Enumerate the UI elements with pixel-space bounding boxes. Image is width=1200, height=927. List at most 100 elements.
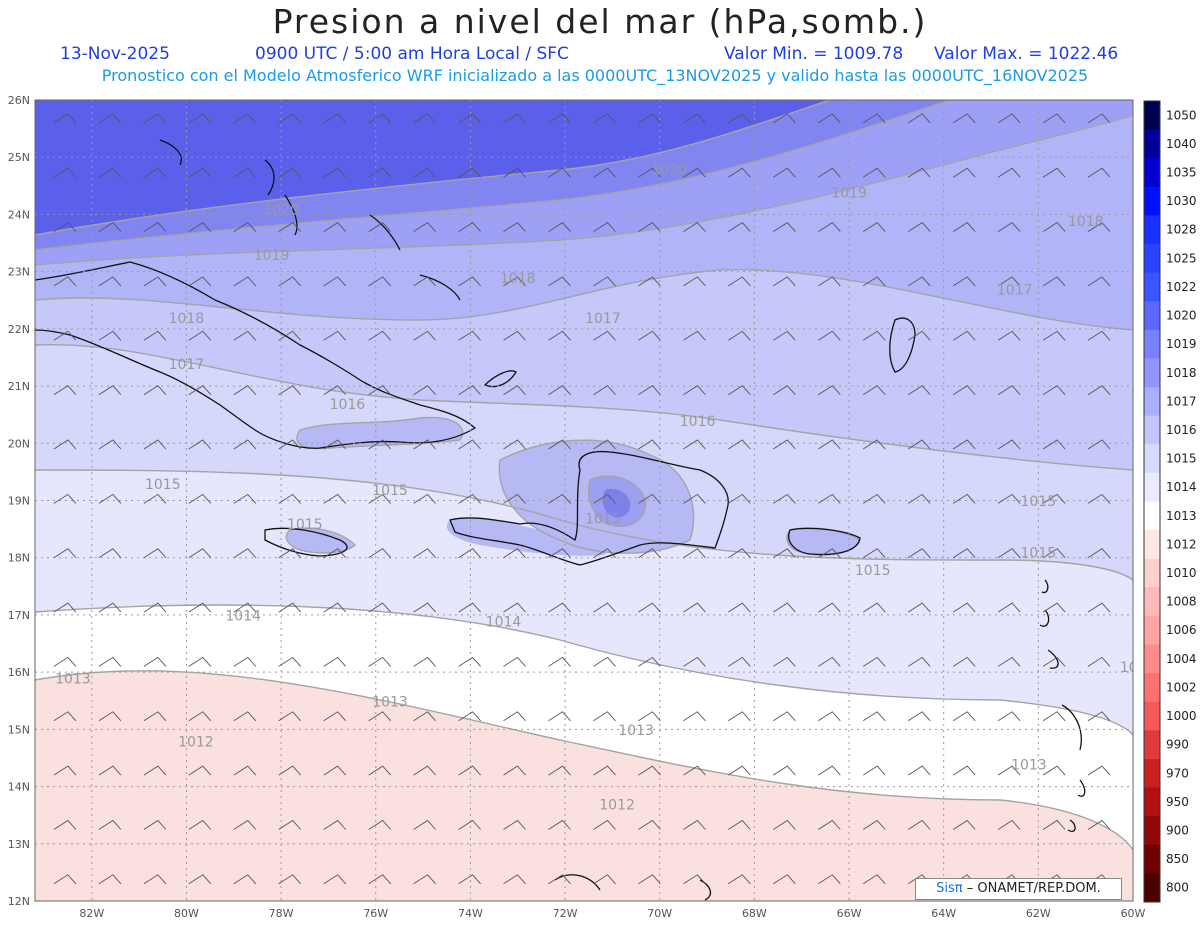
wind-barb bbox=[862, 385, 886, 396]
lat-label: 25N bbox=[8, 151, 30, 164]
wind-barb bbox=[773, 330, 796, 341]
wind-barb bbox=[818, 439, 841, 450]
colorbar-swatch bbox=[1144, 186, 1160, 216]
colorbar-label: 1022 bbox=[1166, 280, 1197, 294]
contour-label: 1018 bbox=[500, 271, 536, 287]
wind-barb bbox=[818, 765, 841, 776]
wind-barb bbox=[368, 493, 392, 504]
contour-label: 1014 bbox=[486, 614, 522, 630]
wind-barb bbox=[1042, 385, 1066, 396]
wind-barb bbox=[728, 656, 751, 667]
contour-label: 1018 bbox=[169, 311, 205, 327]
wind-barb bbox=[1042, 493, 1066, 504]
wind-barb bbox=[143, 439, 167, 450]
wind-barb bbox=[593, 439, 616, 450]
colorbar-label: 1000 bbox=[1166, 709, 1197, 723]
wind-barb bbox=[503, 276, 526, 287]
wind-barb bbox=[278, 113, 302, 124]
wind-barb bbox=[368, 548, 392, 559]
wind-barb bbox=[952, 167, 976, 178]
wind-barb bbox=[593, 874, 616, 885]
wind-barb bbox=[1087, 113, 1111, 124]
wind-barb bbox=[1042, 765, 1066, 776]
wind-barb bbox=[458, 548, 481, 559]
colorbar-label: 1002 bbox=[1166, 680, 1197, 694]
lon-label: 80W bbox=[174, 907, 199, 920]
colorbar-swatch bbox=[1144, 558, 1160, 588]
wind-barb bbox=[997, 222, 1021, 232]
wind-barb bbox=[53, 167, 77, 178]
colorbar-label: 1019 bbox=[1166, 337, 1197, 351]
wind-barb bbox=[143, 874, 167, 885]
wind-barb bbox=[53, 222, 77, 232]
wind-barb bbox=[53, 711, 77, 722]
wind-barb bbox=[997, 602, 1021, 613]
wind-barb bbox=[188, 113, 212, 124]
wind-barb bbox=[143, 711, 167, 722]
wind-barb bbox=[907, 113, 931, 124]
wind-barb bbox=[1087, 711, 1111, 722]
wind-barb bbox=[907, 819, 931, 830]
wind-barb bbox=[728, 330, 751, 341]
wind-barb bbox=[907, 439, 931, 450]
lat-label: 17N bbox=[8, 609, 30, 622]
wind-barb bbox=[548, 222, 571, 232]
wind-barb bbox=[728, 602, 751, 613]
wind-barb bbox=[188, 222, 212, 232]
wind-barb bbox=[368, 330, 392, 341]
band-1018 bbox=[35, 100, 1133, 265]
wind-barb bbox=[233, 113, 257, 124]
wind-barb bbox=[683, 602, 706, 613]
wind-barb bbox=[503, 656, 526, 667]
wind-barb bbox=[683, 385, 706, 396]
colorbar-swatch bbox=[1144, 444, 1160, 474]
wind-barb bbox=[368, 602, 392, 613]
wind-barb bbox=[548, 113, 571, 124]
wind-barb bbox=[98, 656, 122, 667]
wind-barb bbox=[98, 222, 122, 232]
wind-barb bbox=[458, 330, 481, 341]
max-value: Valor Max. = 1022.46 bbox=[934, 44, 1119, 64]
wind-barb bbox=[952, 656, 976, 667]
wind-barb bbox=[593, 602, 616, 613]
wind-barb bbox=[907, 385, 931, 396]
wind-barb bbox=[188, 330, 212, 341]
wind-barb bbox=[458, 222, 481, 232]
wind-barb bbox=[413, 222, 436, 232]
wind-barb bbox=[98, 765, 122, 776]
colorbar-swatch bbox=[1144, 644, 1160, 674]
lat-label: 12N bbox=[8, 895, 30, 908]
colorbar-label: 1016 bbox=[1166, 423, 1197, 437]
colorbar-label: 1015 bbox=[1166, 452, 1197, 466]
wind-barb bbox=[188, 439, 212, 450]
wind-barb bbox=[323, 439, 347, 450]
wind-barb bbox=[638, 330, 661, 341]
wind-barb bbox=[638, 819, 661, 830]
wind-barb bbox=[728, 439, 751, 450]
colorbar-swatch bbox=[1144, 244, 1160, 274]
wind-barb bbox=[368, 656, 392, 667]
wind-barb bbox=[188, 548, 212, 559]
wind-barb bbox=[773, 656, 796, 667]
wind-barb bbox=[188, 819, 212, 830]
colorbar-swatch bbox=[1144, 272, 1160, 302]
wind-barb bbox=[773, 167, 796, 178]
wind-barb bbox=[862, 276, 886, 287]
wind-barb bbox=[143, 385, 167, 396]
contour-label: 1020 bbox=[651, 162, 687, 178]
wind-barb bbox=[458, 656, 481, 667]
wind-barb bbox=[53, 385, 77, 396]
wind-barb bbox=[548, 602, 571, 613]
colorbar-swatch bbox=[1144, 415, 1160, 445]
wind-barb bbox=[548, 167, 571, 178]
wind-barb bbox=[638, 656, 661, 667]
wind-barb bbox=[143, 330, 167, 341]
sispi-logo: Sisπ bbox=[936, 881, 963, 896]
wind-barb bbox=[503, 711, 526, 722]
wind-barb bbox=[997, 113, 1021, 124]
lat-label: 13N bbox=[8, 838, 30, 851]
wind-barb bbox=[323, 167, 347, 178]
wind-barb bbox=[683, 656, 706, 667]
contour-label: 1012 bbox=[178, 735, 214, 751]
contour-label: 1017 bbox=[169, 357, 205, 373]
